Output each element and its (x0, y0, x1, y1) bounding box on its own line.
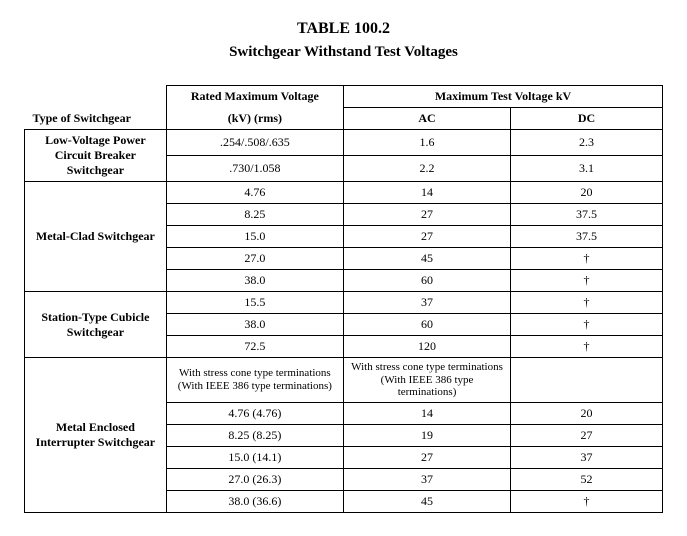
cell-dc: 37.5 (511, 204, 663, 226)
cell-ac: 14 (343, 402, 510, 424)
cell-ac: 60 (343, 270, 510, 292)
table-title: Switchgear Withstand Test Voltages (24, 44, 663, 61)
cell-rmv: .254/.508/.635 (166, 130, 343, 156)
header-row-1: Rated Maximum Voltage Maximum Test Volta… (25, 86, 663, 108)
cell-rmv: 15.5 (166, 292, 343, 314)
cell-ac: 27 (343, 446, 510, 468)
cell-dc: 37.5 (511, 226, 663, 248)
cell-rmv: 4.76 (4.76) (166, 402, 343, 424)
cell-rmv: 15.0 (166, 226, 343, 248)
cell-note-ac: With stress cone type terminations (With… (343, 358, 510, 403)
cell-ac: 27 (343, 204, 510, 226)
switchgear-table: Rated Maximum Voltage Maximum Test Volta… (24, 85, 663, 513)
group-label: Metal Enclosed Interrupter Switchgear (25, 358, 167, 513)
cell-ac: 27 (343, 226, 510, 248)
cell-note-dc (511, 358, 663, 403)
group-label: Station-Type Cubicle Switchgear (25, 292, 167, 358)
cell-rmv: 38.0 (166, 270, 343, 292)
table-row: Low-Voltage Power Circuit Breaker Switch… (25, 130, 663, 156)
cell-ac: 60 (343, 314, 510, 336)
cell-ac: 1.6 (343, 130, 510, 156)
cell-dc: † (511, 292, 663, 314)
cell-ac: 19 (343, 424, 510, 446)
cell-dc: 52 (511, 468, 663, 490)
cell-dc: 37 (511, 446, 663, 468)
cell-ac: 14 (343, 182, 510, 204)
cell-rmv: 38.0 (36.6) (166, 490, 343, 512)
header-mtv: Maximum Test Voltage kV (343, 86, 662, 108)
cell-ac: 45 (343, 248, 510, 270)
cell-dc: 2.3 (511, 130, 663, 156)
cell-rmv: .730/1.058 (166, 156, 343, 182)
cell-ac: 37 (343, 468, 510, 490)
cell-rmv: 27.0 (166, 248, 343, 270)
header-ac: AC (343, 108, 510, 130)
cell-rmv: 8.25 (166, 204, 343, 226)
cell-rmv: 38.0 (166, 314, 343, 336)
cell-rmv: 4.76 (166, 182, 343, 204)
cell-dc: † (511, 314, 663, 336)
header-type: Type of Switchgear (25, 108, 167, 130)
header-dc: DC (511, 108, 663, 130)
cell-ac: 45 (343, 490, 510, 512)
cell-rmv: 72.5 (166, 336, 343, 358)
header-rmv-line1: Rated Maximum Voltage (166, 86, 343, 108)
cell-ac: 37 (343, 292, 510, 314)
cell-dc: † (511, 336, 663, 358)
cell-dc: 27 (511, 424, 663, 446)
cell-dc: 20 (511, 182, 663, 204)
cell-dc: 3.1 (511, 156, 663, 182)
cell-rmv: 8.25 (8.25) (166, 424, 343, 446)
table-row: Station-Type Cubicle Switchgear 15.5 37 … (25, 292, 663, 314)
cell-dc: † (511, 248, 663, 270)
cell-dc: 20 (511, 402, 663, 424)
cell-dc: † (511, 270, 663, 292)
table-number: TABLE 100.2 (24, 20, 663, 38)
group-label: Metal-Clad Switchgear (25, 182, 167, 292)
table-row: Metal-Clad Switchgear 4.76 14 20 (25, 182, 663, 204)
group-label: Low-Voltage Power Circuit Breaker Switch… (25, 130, 167, 182)
cell-rmv: 27.0 (26.3) (166, 468, 343, 490)
cell-ac: 2.2 (343, 156, 510, 182)
table-row: Metal Enclosed Interrupter Switchgear Wi… (25, 358, 663, 403)
header-row-2: Type of Switchgear (kV) (rms) AC DC (25, 108, 663, 130)
header-blank (25, 86, 167, 108)
cell-note-rmv: With stress cone type terminations (With… (166, 358, 343, 403)
header-rmv-line2: (kV) (rms) (166, 108, 343, 130)
cell-ac: 120 (343, 336, 510, 358)
cell-rmv: 15.0 (14.1) (166, 446, 343, 468)
cell-dc: † (511, 490, 663, 512)
